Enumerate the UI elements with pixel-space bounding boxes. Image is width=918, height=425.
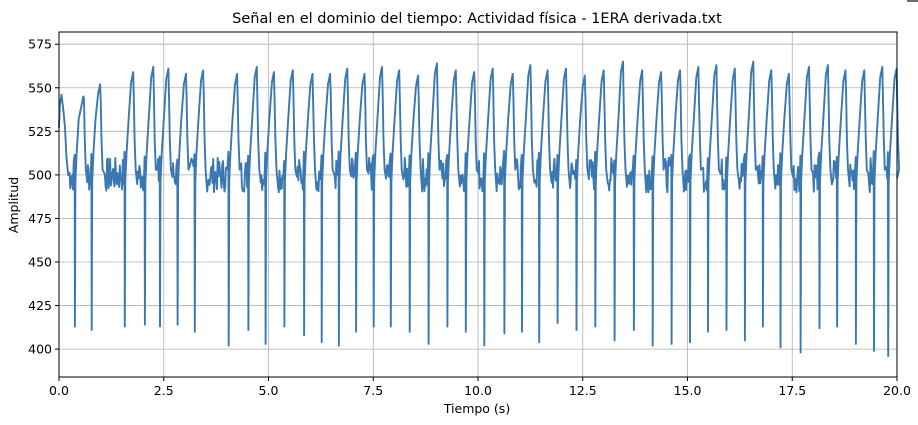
chart-title: Señal en el dominio del tiempo: Activida…	[232, 11, 722, 27]
x-tick-label: 2.5	[154, 383, 174, 398]
x-tick-label: 15.0	[674, 383, 702, 398]
y-tick-label: 400	[28, 342, 52, 357]
y-axis-ticks: 400 425 450 475 500 525 550 575	[28, 37, 59, 357]
y-axis-label: Amplitud	[6, 177, 21, 233]
y-tick-label: 450	[28, 255, 52, 270]
x-tick-label: 12.5	[569, 383, 597, 398]
y-tick-label: 500	[28, 167, 52, 182]
y-tick-label: 525	[28, 124, 52, 139]
series-line-group	[58, 60, 901, 358]
y-tick-label: 425	[28, 298, 52, 313]
x-tick-label: 17.5	[778, 383, 806, 398]
signal-line	[58, 60, 901, 358]
y-tick-label: 475	[28, 211, 52, 226]
x-tick-label: 0.0	[49, 383, 69, 398]
x-tick-label: 5.0	[259, 383, 279, 398]
x-tick-label: 20.0	[883, 383, 911, 398]
window-edge	[907, 0, 918, 2]
x-tick-label: 10.0	[464, 383, 492, 398]
x-axis-ticks: 0.0 2.5 5.0 7.5 10.0 12.5 15.0 17.5 20.0	[49, 377, 911, 398]
y-tick-label: 575	[28, 37, 52, 52]
y-tick-label: 550	[28, 80, 52, 95]
x-axis-label: Tiempo (s)	[443, 401, 510, 416]
grid	[58, 32, 898, 377]
x-tick-label: 7.5	[363, 383, 383, 398]
